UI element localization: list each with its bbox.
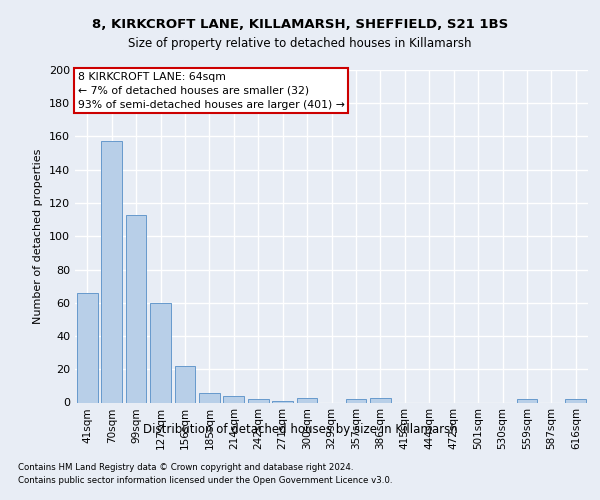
- Bar: [101, 142, 122, 402]
- Bar: [175, 366, 196, 403]
- Text: Contains public sector information licensed under the Open Government Licence v3: Contains public sector information licen…: [18, 476, 392, 485]
- Text: Contains HM Land Registry data © Crown copyright and database right 2024.: Contains HM Land Registry data © Crown c…: [18, 462, 353, 471]
- Bar: [77, 293, 98, 403]
- Bar: [272, 401, 293, 402]
- Bar: [370, 398, 391, 402]
- Y-axis label: Number of detached properties: Number of detached properties: [34, 148, 43, 324]
- Text: Distribution of detached houses by size in Killamarsh: Distribution of detached houses by size …: [143, 422, 457, 436]
- Text: Size of property relative to detached houses in Killamarsh: Size of property relative to detached ho…: [128, 38, 472, 51]
- Text: 8, KIRKCROFT LANE, KILLAMARSH, SHEFFIELD, S21 1BS: 8, KIRKCROFT LANE, KILLAMARSH, SHEFFIELD…: [92, 18, 508, 30]
- Bar: [296, 398, 317, 402]
- Text: 8 KIRKCROFT LANE: 64sqm
← 7% of detached houses are smaller (32)
93% of semi-det: 8 KIRKCROFT LANE: 64sqm ← 7% of detached…: [77, 72, 344, 110]
- Bar: [199, 392, 220, 402]
- Bar: [223, 396, 244, 402]
- Bar: [565, 399, 586, 402]
- Bar: [125, 214, 146, 402]
- Bar: [346, 399, 367, 402]
- Bar: [248, 399, 269, 402]
- Bar: [150, 302, 171, 402]
- Bar: [517, 399, 538, 402]
